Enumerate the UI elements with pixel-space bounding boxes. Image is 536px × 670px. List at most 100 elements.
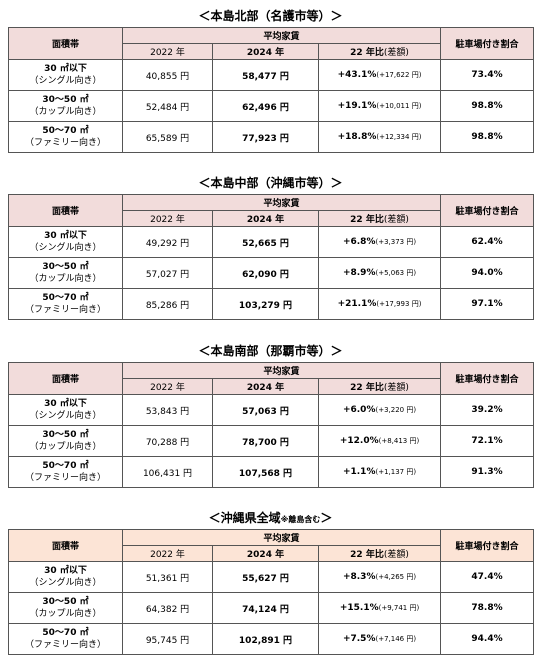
- rent-table: 面積帯 平均家賃 駐車場付き割合 2022 年 2024 年 22 年比(差額) 30 ㎡以…: [8, 27, 535, 153]
- title-text: ＜本島南部（那覇市等）＞: [198, 344, 343, 358]
- cell: 62,090 円: [212, 257, 319, 289]
- data-row: 30 ㎡以下 （シングル向き） 49,292 円 52,665 円 +6.8%(+3,3…: [8, 226, 535, 258]
- header-row: 面積帯 平均家賃 駐車場付き割合: [8, 362, 535, 395]
- ratio: +18.8%: [337, 132, 377, 142]
- header-cell: 駐車場付き割合: [440, 194, 535, 227]
- cell: 30 ㎡以下 （シングル向き）: [8, 59, 123, 91]
- header-text: 22 年比: [350, 48, 384, 58]
- cell: 91.3%: [440, 456, 535, 488]
- ratio: +1.1%: [342, 467, 376, 477]
- title-note: ※離島含む: [280, 515, 321, 524]
- cell: +6.8%(+3,373 円): [317, 226, 442, 258]
- area: 30～50 ㎡: [42, 597, 89, 607]
- header-cell: 平均家賃: [121, 362, 442, 379]
- header-cell: 22 年比(差額): [317, 378, 442, 395]
- cell: +19.1%(+10,011 円): [317, 90, 442, 122]
- diff: (+17,622 円): [376, 71, 422, 79]
- header-cell: 駐車場付き割合: [440, 27, 535, 60]
- header-cell: 2024 年: [212, 210, 319, 227]
- ratio: +12.0%: [339, 436, 379, 446]
- cell: 40,855 円: [122, 59, 213, 91]
- area-note: （ファミリー向き）: [24, 305, 106, 315]
- cell: 78,700 円: [212, 425, 319, 457]
- header-row: 面積帯 平均家賃 駐車場付き割合: [8, 194, 535, 227]
- cell: 30 ㎡以下 （シングル向き）: [8, 226, 123, 258]
- ratio: +8.9%: [342, 268, 376, 278]
- header-text: (差額): [383, 383, 409, 393]
- header-text: 22 年比: [350, 550, 384, 560]
- cell: 58,477 円: [212, 59, 319, 91]
- data-row: 30～50 ㎡（カップル向き） 64,382 円 74,124 円 +15.1%(+9…: [8, 592, 535, 624]
- data-row: 30 ㎡以下 （シングル向き） 53,843 円 57,063 円 +6.0%(+3,2…: [8, 394, 535, 426]
- header-row: 2022 年 2024 年 22 年比(差額): [9, 378, 534, 395]
- area: 50～70 ㎡: [42, 461, 89, 471]
- cell: 98.8%: [440, 90, 535, 122]
- diff: (+3,220 円): [375, 406, 417, 414]
- cell: 30 ㎡以下 （シングル向き）: [8, 561, 123, 593]
- diff: (+3,373 円): [375, 238, 417, 246]
- ratio: +43.1%: [337, 70, 377, 80]
- cell: 57,063 円: [212, 394, 319, 426]
- section: ＜本島中部（沖縄市等）＞ 面積帯 平均家賃 駐車場付き割合 2022 年 2024 年 22…: [8, 172, 535, 320]
- area: 50～70 ㎡: [42, 293, 89, 303]
- cell: 97.1%: [440, 288, 535, 320]
- header-cell: 22 年比(差額): [317, 210, 442, 227]
- area-note: （カップル向き）: [29, 107, 102, 117]
- area: 30 ㎡以下: [44, 399, 87, 409]
- header-text: (差額): [383, 215, 409, 225]
- cell: +18.8%(+12,334 円): [317, 121, 442, 153]
- cell: 50～70 ㎡ （ファミリー向き）: [8, 288, 123, 320]
- cell: 55,627 円: [212, 561, 319, 593]
- area-note: （カップル向き）: [29, 274, 102, 284]
- header-cell: 平均家賃: [121, 194, 442, 211]
- area: 30～50 ㎡: [42, 430, 89, 440]
- cell: 30～50 ㎡ （カップル向き）: [8, 90, 123, 122]
- area: 30～50 ㎡: [42, 262, 89, 272]
- cell: 30～50 ㎡ （カップル向き）: [8, 425, 123, 457]
- header-cell: 2024 年: [212, 545, 319, 562]
- cell: 72.1%: [440, 425, 535, 457]
- area: 50～70 ㎡: [42, 126, 89, 136]
- data-row: 30 ㎡以下 （シングル向き） 40,855 円 58,477 円 +43.1%(+17…: [8, 59, 535, 91]
- ratio: +21.1%: [337, 299, 377, 309]
- data-row: 50～70 ㎡（ファミリー向き） 65,589 円 77,923 円 +18.8%(+…: [8, 121, 535, 153]
- section: ＜本島南部（那覇市等）＞ 面積帯 平均家賃 駐車場付き割合 2022 年 2024 年 22…: [8, 340, 535, 488]
- area-note: （ファミリー向き）: [24, 473, 106, 483]
- header-cell: 2022 年: [122, 43, 213, 60]
- ratio: +6.8%: [342, 237, 376, 247]
- data-row: 30 ㎡以下 （シングル向き） 51,361 円 55,627 円 +8.3%(+4,2…: [8, 561, 535, 593]
- header-cell: 平均家賃: [121, 27, 442, 44]
- header-cell: 22 年比(差額): [317, 545, 442, 562]
- cell: +12.0%(+8,413 円): [317, 425, 442, 457]
- area-note: （シングル向き）: [29, 411, 102, 421]
- header-cell: 2024 年: [212, 43, 319, 60]
- cell: 30 ㎡以下 （シングル向き）: [8, 394, 123, 426]
- cell: 77,923 円: [212, 121, 319, 153]
- cell: 94.0%: [440, 257, 535, 289]
- cell: +43.1%(+17,622 円): [317, 59, 442, 91]
- area: 30 ㎡以下: [44, 64, 87, 74]
- area-note: （ファミリー向き）: [24, 138, 106, 148]
- section-title: ＜沖縄県全域※離島含む＞: [8, 507, 533, 529]
- cell: 62.4%: [440, 226, 535, 258]
- diff: (+17,993 円): [376, 300, 422, 308]
- header-cell: 駐車場付き割合: [440, 362, 535, 395]
- cell: 57,027 円: [122, 257, 213, 289]
- cell: 52,484 円: [122, 90, 213, 122]
- title-end: ＞: [320, 511, 333, 525]
- section-title: ＜本島南部（那覇市等）＞: [8, 340, 533, 362]
- cell: 50～70 ㎡ （ファミリー向き）: [8, 456, 123, 488]
- cell: 78.8%: [440, 592, 535, 624]
- area-note: （シングル向き）: [29, 243, 102, 253]
- cell: +8.3%(+4,265 円): [317, 561, 442, 593]
- title-text: ＜沖縄県全域: [208, 511, 281, 525]
- header-text: (差額): [383, 48, 409, 58]
- ratio: +19.1%: [337, 101, 377, 111]
- area: 30 ㎡以下: [44, 231, 87, 241]
- cell: 70,288 円: [122, 425, 213, 457]
- cell: 74,124 円: [212, 592, 319, 624]
- area-note: （カップル向き）: [29, 609, 102, 619]
- cell: 52,665 円: [212, 226, 319, 258]
- section-title: ＜本島中部（沖縄市等）＞: [8, 172, 533, 194]
